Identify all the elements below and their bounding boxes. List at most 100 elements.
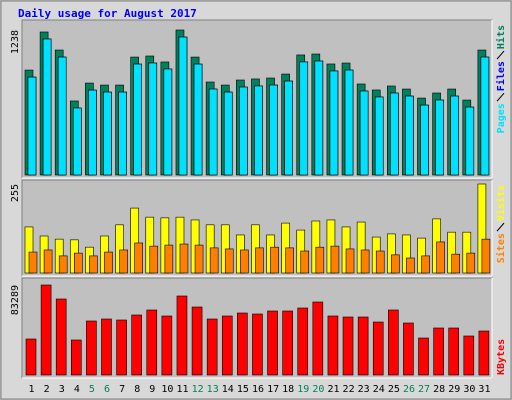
x-tick-label: 22	[343, 384, 355, 395]
bar	[480, 56, 490, 176]
bar	[374, 96, 384, 176]
bar	[375, 250, 385, 274]
bar	[451, 253, 461, 274]
bar	[161, 315, 173, 376]
legend-label: Visits	[495, 185, 507, 221]
bar	[435, 99, 444, 176]
bar	[284, 80, 293, 176]
x-tick-label: 18	[282, 384, 294, 395]
x-tick-label: 28	[433, 384, 445, 395]
bar	[436, 241, 445, 274]
bar	[178, 36, 188, 176]
x-tick-label: 29	[448, 384, 460, 395]
x-tick-label: 8	[134, 384, 140, 395]
bar	[89, 255, 98, 274]
bar	[418, 337, 429, 376]
x-tick-label: 5	[89, 384, 95, 395]
x-tick-label: 31	[478, 384, 490, 395]
bar	[237, 312, 248, 376]
legend-label: Hits	[495, 25, 507, 49]
bar	[149, 245, 159, 274]
x-tick-label: 19	[297, 384, 309, 395]
bar	[72, 107, 82, 176]
x-tick-label: 9	[149, 384, 155, 395]
bar	[360, 249, 370, 274]
bar	[116, 319, 127, 376]
bar	[403, 322, 414, 376]
x-tick-label: 15	[237, 384, 249, 395]
bar	[25, 338, 37, 376]
x-tick-label: 21	[327, 384, 339, 395]
x-tick-label: 27	[418, 384, 430, 395]
bar	[133, 63, 142, 176]
bar	[101, 318, 112, 376]
chart-title: Daily usage for August 2017	[18, 7, 197, 20]
bar	[224, 248, 234, 274]
bar	[390, 92, 399, 176]
bar	[70, 339, 82, 376]
bar	[463, 335, 475, 376]
bar	[118, 91, 127, 176]
bar	[391, 254, 400, 274]
legend-label: KBytes	[496, 339, 507, 375]
bar	[478, 330, 490, 376]
bar	[163, 68, 173, 176]
x-tick-label: 13	[207, 384, 219, 395]
bar	[240, 249, 249, 274]
bar	[448, 327, 460, 376]
legend-label: Sites	[495, 233, 507, 263]
bar	[86, 320, 97, 376]
x-tick-label: 2	[44, 384, 50, 395]
bar	[481, 238, 491, 274]
bar	[239, 86, 248, 176]
bar	[388, 309, 399, 376]
bar	[285, 247, 294, 274]
bar	[206, 318, 218, 376]
legend-separator	[496, 50, 505, 60]
x-tick-label: 26	[403, 384, 415, 395]
bar	[209, 247, 219, 274]
x-tick-label: 17	[267, 384, 279, 395]
bar	[330, 245, 340, 274]
bar	[179, 243, 189, 274]
bar	[73, 252, 83, 274]
bar	[146, 309, 158, 376]
bar	[193, 63, 203, 176]
bar	[270, 246, 279, 274]
x-tick-label: 12	[192, 384, 204, 395]
bar	[42, 38, 52, 176]
bar	[57, 56, 67, 176]
bar	[194, 244, 204, 274]
x-tick-label: 20	[312, 384, 324, 395]
legend-label: Files	[495, 61, 507, 91]
bar	[58, 255, 68, 274]
x-tick-label: 14	[222, 384, 234, 395]
bar	[433, 327, 444, 376]
bar	[148, 62, 158, 176]
bar	[27, 76, 37, 176]
x-tick-label: 23	[358, 384, 370, 395]
bar	[43, 249, 53, 274]
y-tick-label: 255	[10, 184, 21, 202]
bar	[405, 95, 414, 176]
bar	[269, 84, 278, 176]
bar	[255, 247, 264, 274]
bar	[223, 91, 233, 176]
bar	[40, 284, 52, 376]
bar	[299, 61, 309, 176]
bar	[267, 310, 278, 376]
bar	[465, 106, 475, 176]
bar	[282, 310, 293, 376]
bar	[312, 301, 324, 376]
bar	[466, 252, 476, 274]
bar	[119, 249, 128, 274]
bar	[176, 295, 188, 376]
bar	[329, 70, 339, 176]
bar	[28, 251, 38, 274]
x-tick-label: 16	[252, 384, 264, 395]
bar	[344, 69, 354, 176]
x-tick-label: 4	[74, 384, 80, 395]
bar	[254, 85, 263, 176]
bar	[103, 91, 112, 176]
